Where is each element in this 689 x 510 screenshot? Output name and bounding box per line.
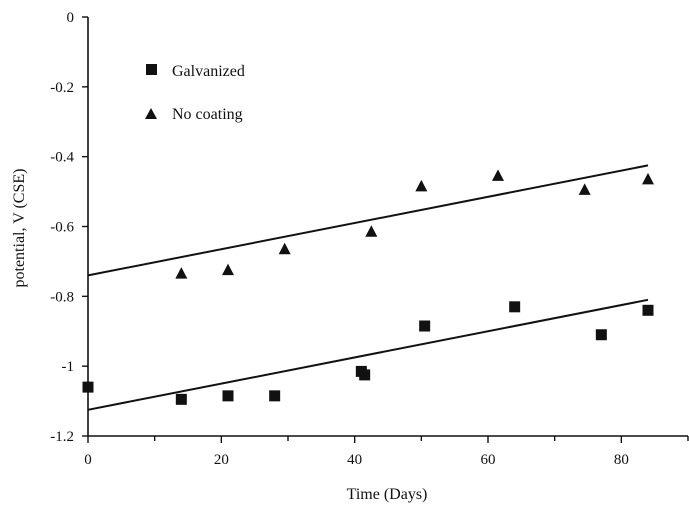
galvanized-data-point xyxy=(269,390,281,402)
x-axis-title: Time (Days) xyxy=(347,486,428,503)
no-coating-data-point xyxy=(222,263,234,276)
legend-item-galvanized: Galvanized xyxy=(146,63,245,80)
no-coating-data-point xyxy=(642,172,654,185)
y-tick-label: -0.6 xyxy=(50,220,74,236)
galvanized-data-point xyxy=(419,320,431,332)
galvanized-data-point xyxy=(642,304,654,316)
no-coating-data-point xyxy=(415,179,428,192)
no-coating-data-point xyxy=(578,183,591,195)
x-tick-label: 60 xyxy=(481,452,496,468)
no-coating-data-point xyxy=(175,267,188,279)
galvanized-data-point xyxy=(175,393,187,405)
no-coating-data-point xyxy=(278,242,291,255)
y-tick-label: -0.4 xyxy=(50,150,74,166)
legend-label-galvanized: Galvanized xyxy=(172,63,245,80)
galvanized-trendline xyxy=(87,298,649,411)
y-tick-label: -1 xyxy=(62,359,75,375)
no-coating-data-point xyxy=(492,169,504,181)
legend: Galvanized No coating xyxy=(145,63,245,123)
galvanized-data-point xyxy=(82,381,94,393)
y-tick-label: -1.2 xyxy=(50,429,74,445)
y-axis-ticks: 0 -0.2 -0.4 -0.6 -0.8 -1 -1.2 xyxy=(50,10,88,445)
legend-item-no-coating: No coating xyxy=(145,106,243,123)
no-coating-data-point xyxy=(365,225,378,237)
x-tick-label: 40 xyxy=(347,452,362,468)
y-tick-label: -0.2 xyxy=(50,80,74,96)
galvanized-data-point xyxy=(359,369,371,381)
x-tick-label: 80 xyxy=(614,452,629,468)
y-tick-label: 0 xyxy=(67,10,75,26)
galvanized-data-point xyxy=(509,301,521,313)
legend-square-marker xyxy=(146,64,157,75)
x-tick-label: 20 xyxy=(214,452,229,468)
y-axis-title: potential, V (CSE) xyxy=(11,169,28,288)
galvanized-data-point xyxy=(595,329,607,341)
galvanized-data-point xyxy=(222,390,234,402)
data-points xyxy=(82,169,654,405)
trendlines xyxy=(87,164,649,411)
legend-triangle-marker xyxy=(145,108,157,119)
x-axis-ticks: 0 20 40 60 80 xyxy=(84,436,689,468)
no-coating-trendline xyxy=(87,164,649,277)
y-tick-label: -0.8 xyxy=(50,289,74,305)
x-tick-label: 0 xyxy=(84,452,92,468)
legend-label-no-coating: No coating xyxy=(172,106,243,123)
